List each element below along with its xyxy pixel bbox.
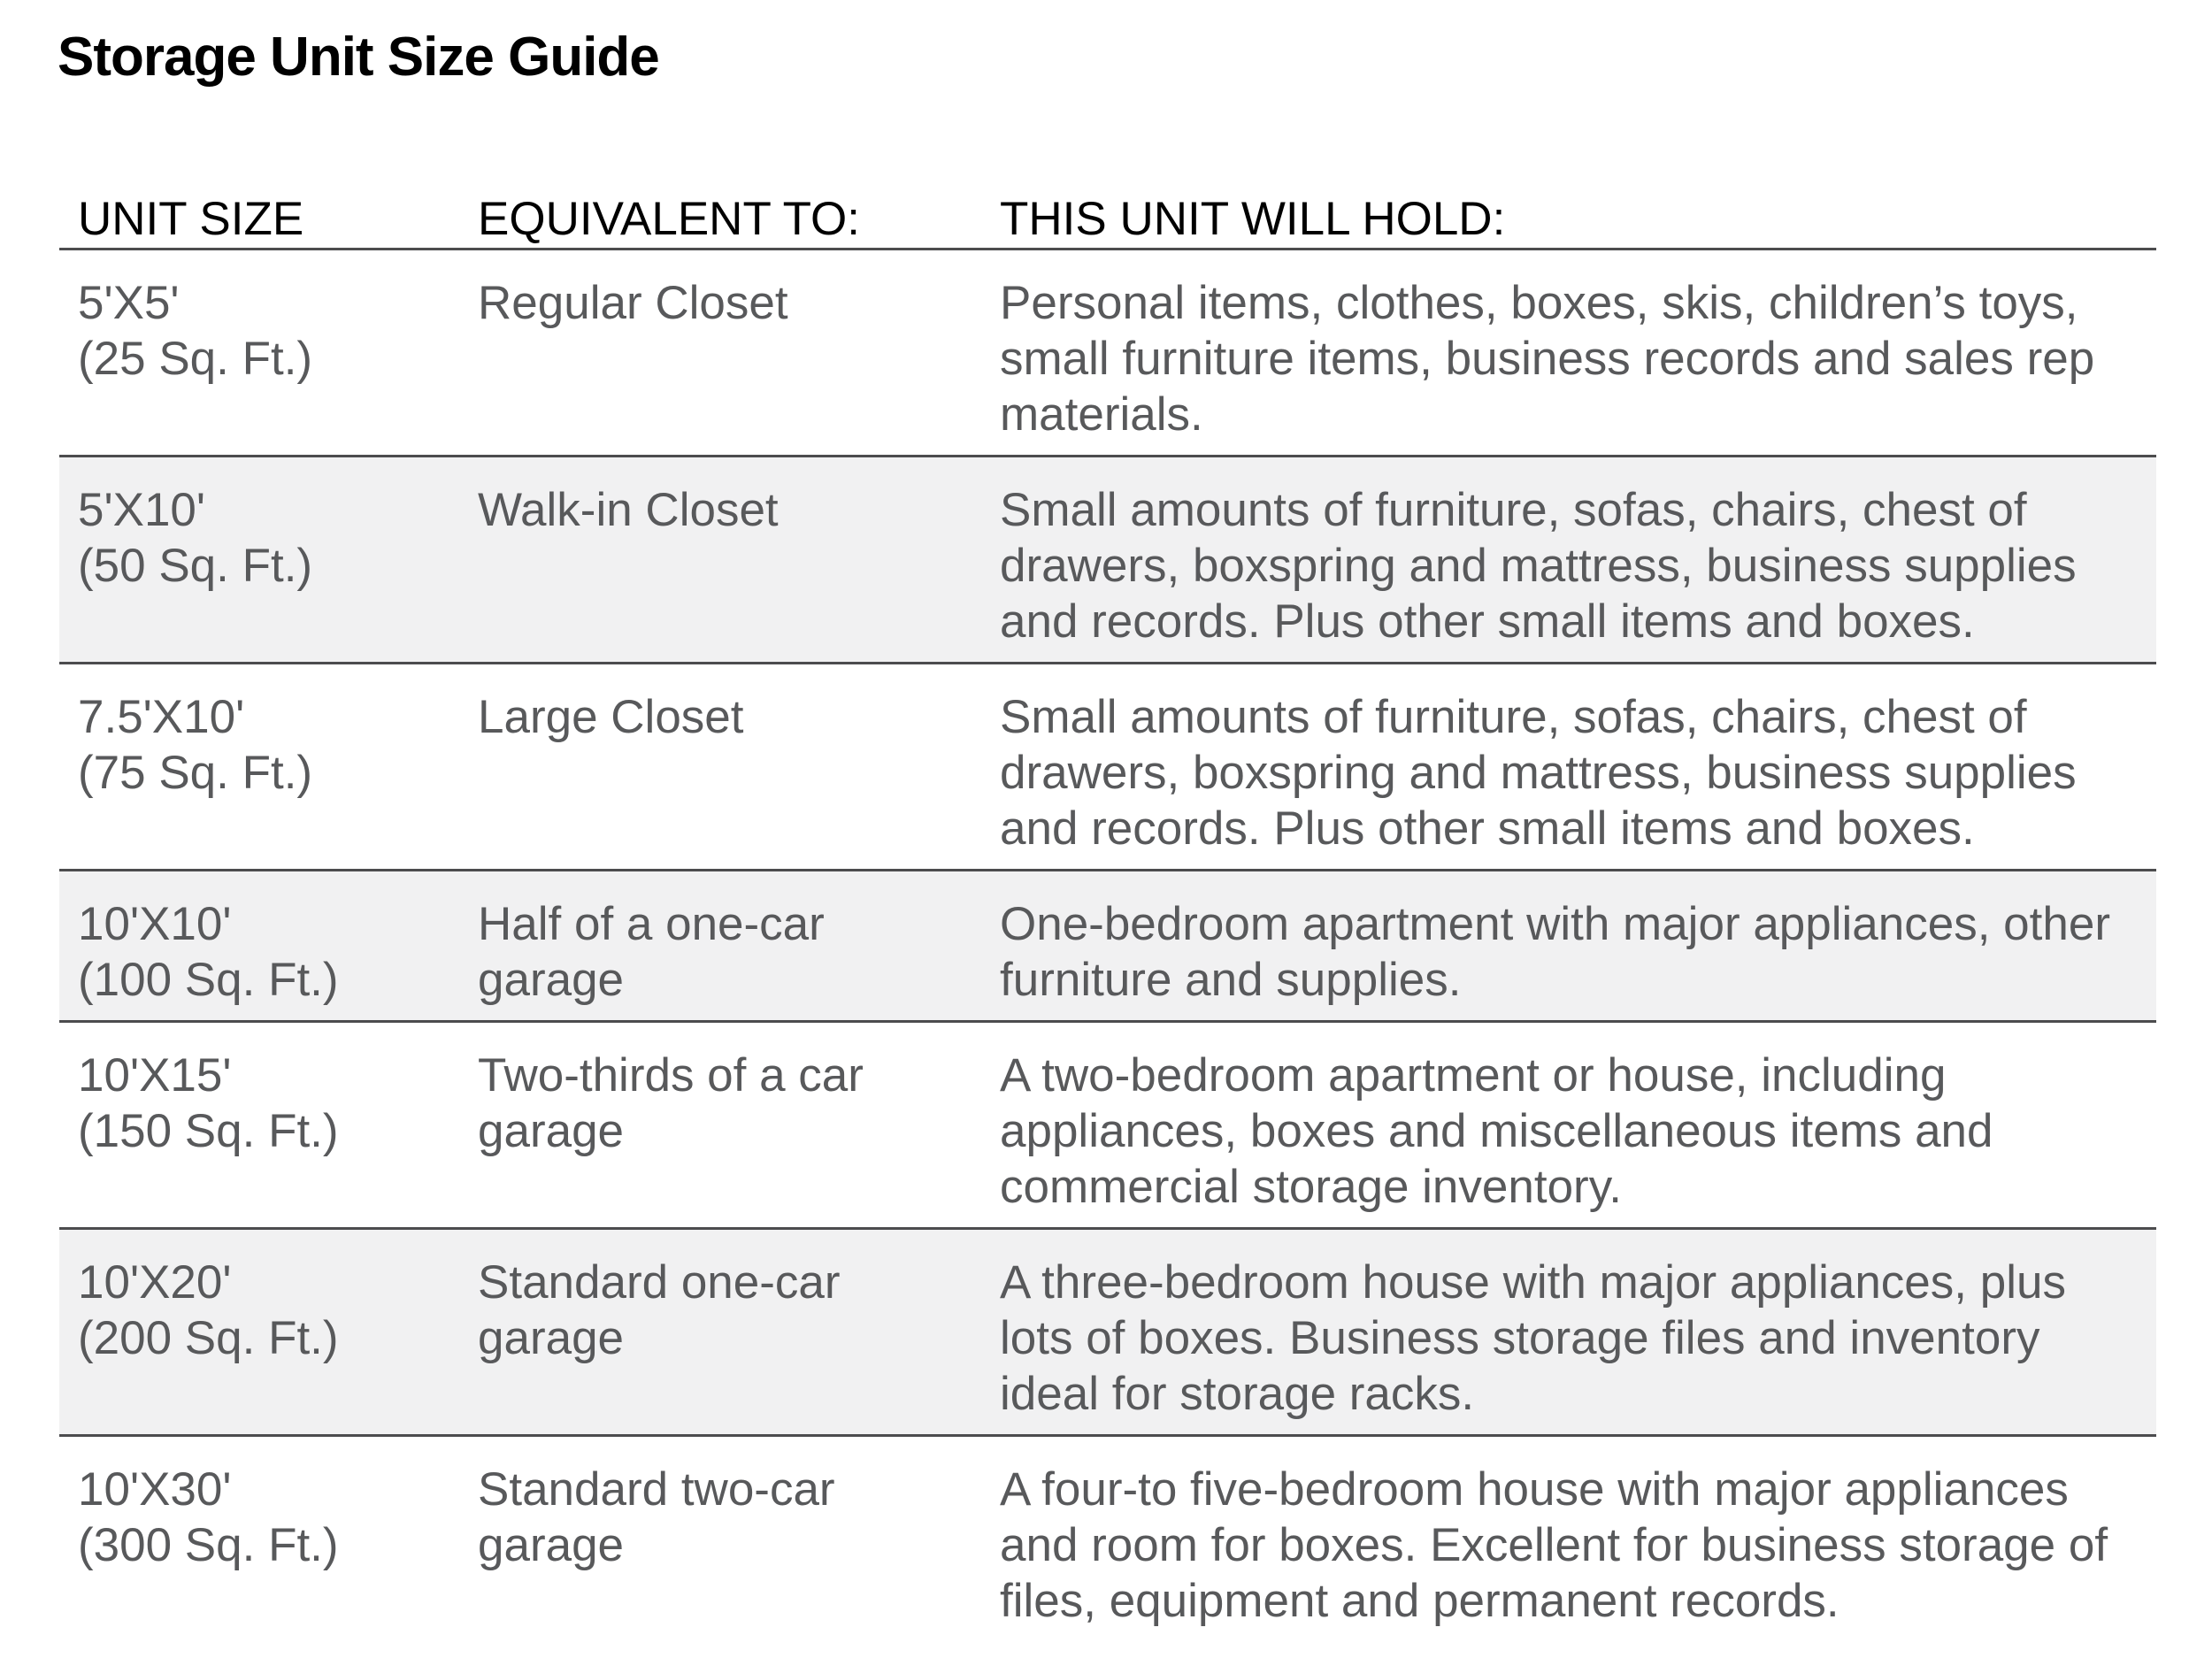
holds-cell: Small amounts of furniture, sofas, chair… [1000,484,2077,648]
unit-area: (25 Sq. Ft.) [78,333,313,385]
table-row: 10'X30' (300 Sq. Ft.) Standard two-car g… [59,1436,2156,1642]
unit-size-cell: 5'X5' (25 Sq. Ft.) [59,249,459,457]
unit-area: (75 Sq. Ft.) [78,747,313,799]
holds-cell: Small amounts of furniture, sofas, chair… [1000,691,2077,855]
holds-cell: One-bedroom apartment with major applian… [1000,898,2110,1006]
col-header-unit-size: UNIT SIZE [59,170,459,250]
unit-size-cell: 7.5'X10' (75 Sq. Ft.) [59,664,459,871]
holds-cell: A four-to five-bedroom house with major … [1000,1463,2108,1627]
table-row: 10'X10' (100 Sq. Ft.) Half of a one-car … [59,870,2156,1022]
holds-cell: A two-bedroom apartment or house, includ… [1000,1049,1993,1213]
storage-size-guide-page: Storage Unit Size Guide UNIT SIZE EQUIVA… [0,25,2212,1641]
unit-area: (100 Sq. Ft.) [78,954,339,1006]
unit-size: 7.5'X10' [78,691,245,743]
unit-area: (150 Sq. Ft.) [78,1105,339,1157]
table-row: 5'X5' (25 Sq. Ft.) Regular Closet Person… [59,249,2156,457]
unit-size-cell: 5'X10' (50 Sq. Ft.) [59,457,459,664]
unit-size: 10'X15' [78,1049,232,1101]
table-row: 10'X20' (200 Sq. Ft.) Standard one-car g… [59,1228,2156,1436]
unit-size: 10'X30' [78,1463,232,1516]
size-guide-table: UNIT SIZE EQUIVALENT TO: THIS UNIT WILL … [59,170,2156,1641]
holds-cell: A three-bedroom house with major applian… [1000,1256,2066,1420]
equivalent-cell: Two-thirds of a car garage [478,1049,864,1157]
unit-area: (200 Sq. Ft.) [78,1312,339,1364]
page-title: Storage Unit Size Guide [58,27,660,88]
table-header-row: UNIT SIZE EQUIVALENT TO: THIS UNIT WILL … [59,170,2156,250]
unit-size-cell: 10'X20' (200 Sq. Ft.) [59,1229,459,1436]
unit-size-cell: 10'X15' (150 Sq. Ft.) [59,1022,459,1229]
unit-size: 10'X10' [78,898,232,950]
unit-size: 5'X10' [78,484,206,536]
unit-size-cell: 10'X30' (300 Sq. Ft.) [59,1436,459,1642]
table-row: 10'X15' (150 Sq. Ft.) Two-thirds of a ca… [59,1022,2156,1229]
table-row: 5'X10' (50 Sq. Ft.) Walk-in Closet Small… [59,456,2156,664]
unit-area: (50 Sq. Ft.) [78,540,313,592]
col-header-equivalent-to: EQUIVALENT TO: [459,170,981,250]
unit-area: (300 Sq. Ft.) [78,1519,339,1571]
equivalent-cell: Half of a one-car garage [478,898,825,1006]
unit-size: 5'X5' [78,277,180,329]
equivalent-cell: Standard one-car garage [478,1256,841,1364]
col-header-this-unit-will-hold: THIS UNIT WILL HOLD: [981,170,2156,250]
equivalent-cell: Standard two-car garage [478,1463,835,1571]
table-row: 7.5'X10' (75 Sq. Ft.) Large Closet Small… [59,664,2156,871]
holds-cell: Personal items, clothes, boxes, skis, ch… [1000,277,2095,441]
equivalent-cell: Walk-in Closet [478,484,779,536]
equivalent-cell: Regular Closet [478,277,788,329]
equivalent-cell: Large Closet [478,691,744,743]
unit-size-cell: 10'X10' (100 Sq. Ft.) [59,871,459,1022]
unit-size: 10'X20' [78,1256,232,1309]
